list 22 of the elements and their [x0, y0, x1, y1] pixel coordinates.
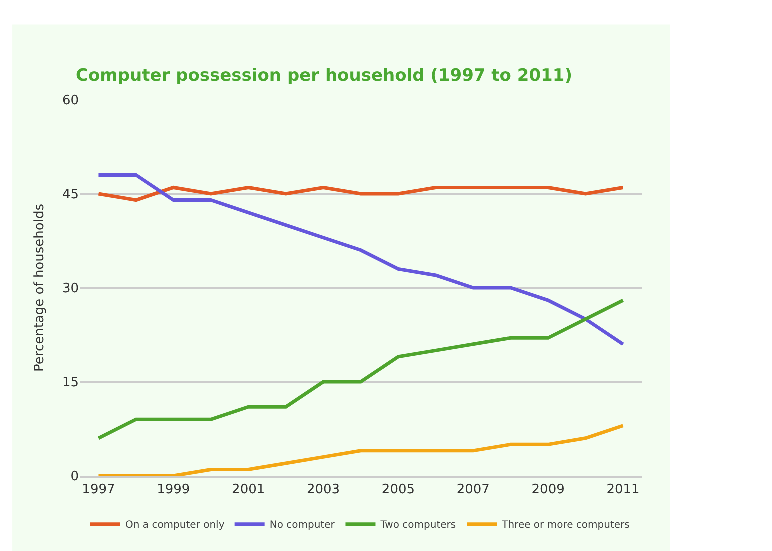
y-tick-label: 60 [62, 94, 79, 109]
line-series [96, 173, 626, 346]
y-axis-title: Percentage of households [32, 204, 48, 372]
x-tick-label: 2003 [306, 482, 340, 498]
line-series [96, 424, 626, 476]
y-tick-label: 30 [62, 282, 79, 297]
x-tick-label: 2005 [382, 482, 416, 498]
y-tick-label: 0 [70, 470, 79, 485]
legend-label: On a computer only [126, 520, 225, 532]
x-tick-label: 2007 [456, 482, 490, 498]
y-tick-label: 45 [62, 188, 79, 203]
legend-label: Two computers [380, 520, 456, 532]
x-tick-label: 2011 [606, 482, 640, 498]
x-tick-label: 2009 [532, 482, 565, 498]
legend-label: No computer [270, 520, 336, 532]
chart-title: Computer possession per household (1997 to 2011) [76, 66, 573, 86]
legend-label: Three or more computers [501, 520, 630, 532]
x-tick-label: 1999 [157, 482, 190, 498]
x-tick-label: 2001 [232, 482, 266, 498]
x-tick-label: 1997 [82, 482, 116, 498]
line-series [96, 298, 626, 440]
y-tick-label: 15 [62, 376, 79, 391]
